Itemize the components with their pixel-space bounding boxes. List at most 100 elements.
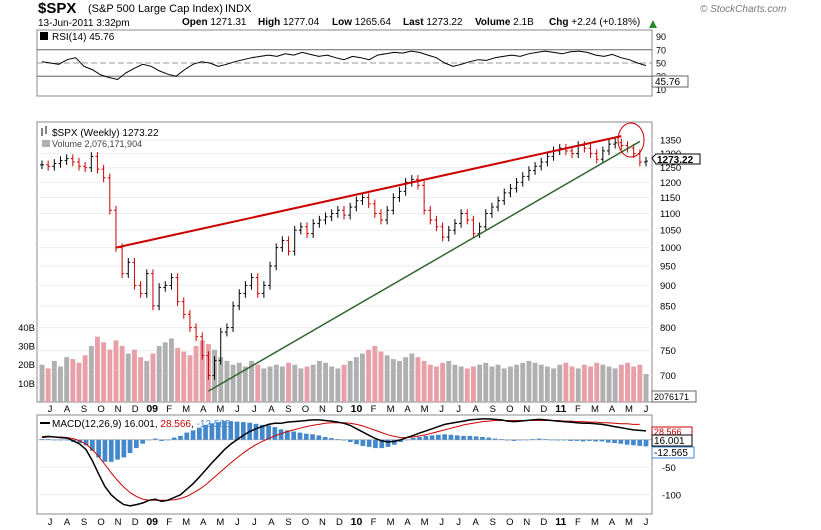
volume-bar	[440, 362, 446, 402]
macd-histogram-bar	[536, 438, 542, 440]
ohlc-bar	[274, 243, 279, 271]
x-axis-label: F	[371, 404, 377, 415]
x-axis-label: S	[490, 517, 496, 528]
ohlc-bar	[138, 281, 143, 298]
chart-symbol: $SPX	[38, 0, 77, 17]
volume-bar	[132, 349, 137, 402]
volume-bar	[119, 346, 125, 402]
volume-bar	[557, 364, 563, 402]
lower-trendline	[208, 140, 641, 392]
macd-histogram-bar	[102, 439, 108, 462]
ohlc-bar	[46, 160, 51, 171]
volume-bar	[446, 360, 452, 402]
ohlc-bar	[348, 202, 353, 220]
macd-histogram-bar	[259, 424, 265, 440]
macd-histogram-bar	[398, 439, 403, 442]
svg-text:28.566: 28.566	[654, 427, 682, 437]
ohlc-bar	[58, 156, 63, 168]
ohlc-bar	[311, 219, 316, 238]
x-axis-label: S	[285, 404, 291, 415]
macd-histogram-bar	[561, 439, 567, 441]
last-price-tag: 1273.22	[651, 153, 701, 166]
x-axis-label: A	[200, 517, 207, 528]
macd-histogram-bar	[190, 430, 196, 440]
volume-bar	[643, 374, 649, 402]
macd-histogram-bar	[454, 435, 460, 440]
macd-line	[41, 418, 647, 507]
ohlc-bar	[261, 281, 266, 298]
volume-bar	[366, 349, 372, 402]
volume-bar	[575, 368, 581, 402]
macd-histogram-bar	[568, 439, 573, 441]
macd-histogram-bar	[530, 439, 536, 440]
volume-bar	[162, 342, 168, 402]
ohlc-bar	[70, 154, 75, 167]
macd-histogram-bar	[448, 434, 454, 440]
macd-histogram-bar	[341, 439, 347, 441]
macd-histogram-bar	[354, 439, 359, 445]
brand-watermark[interactable]: © StockCharts.com	[700, 4, 787, 15]
volume-bar	[489, 366, 495, 402]
rsi-legend-swatch	[40, 32, 48, 40]
ohlc-bar	[206, 351, 211, 380]
macd-histogram-bar	[436, 434, 441, 440]
x-axis-label: S	[81, 517, 87, 528]
ohlc-bar	[231, 301, 236, 332]
volume-tick-label: 20B	[18, 360, 35, 371]
volume-legend: Volume 2,076,171,904	[52, 139, 142, 149]
price-tick-label: 850	[660, 301, 676, 312]
volume-bar	[95, 336, 100, 402]
macd-histogram-bar	[373, 439, 378, 449]
macd-histogram-bar	[574, 439, 580, 441]
volume-bar	[551, 368, 556, 402]
ohlc-bar	[502, 188, 507, 206]
x-axis-label: J	[252, 517, 257, 528]
price-tick-label: 800	[660, 323, 676, 334]
x-axis-label: S	[490, 404, 496, 415]
x-axis-label: D	[132, 404, 139, 415]
ohlc-bar	[169, 273, 174, 290]
volume-bar	[600, 364, 606, 402]
macd-histogram-bar	[631, 439, 636, 446]
x-axis-label: M	[182, 517, 190, 528]
ohlc-bar	[255, 273, 260, 298]
volume-bar	[384, 355, 390, 402]
macd-histogram-bar	[486, 437, 492, 440]
ohlc-bar	[342, 205, 346, 220]
volume-bar	[347, 360, 353, 402]
quote-open: Open 1271.31	[182, 17, 247, 28]
volume-bar	[526, 360, 532, 402]
ohlc-bar	[465, 209, 470, 225]
svg-text:16.001: 16.001	[654, 436, 685, 447]
volume-bar	[88, 346, 94, 402]
volume-bar	[181, 351, 187, 402]
volume-bar	[101, 342, 107, 402]
quote-date: 13-Jun-2011 3:32pm	[38, 18, 130, 29]
x-axis-label: A	[609, 517, 616, 528]
ohlc-bar	[452, 219, 457, 235]
x-axis-label: O	[506, 517, 513, 528]
volume-bar	[156, 346, 162, 402]
macd-histogram-bar	[473, 436, 479, 440]
volume-bar	[353, 357, 359, 402]
volume-bar	[538, 364, 544, 402]
macd-histogram-bar	[52, 439, 57, 441]
ohlc-bar	[471, 215, 476, 238]
x-axis-label: J	[439, 404, 444, 415]
volume-bar	[390, 359, 396, 402]
macd-histogram-bar	[58, 439, 64, 441]
upper-trendline	[115, 135, 622, 249]
ohlc-bar	[101, 164, 106, 183]
ohlc-bar	[428, 205, 433, 225]
volume-bar	[477, 364, 483, 402]
macd-histogram-bar	[184, 432, 190, 440]
quote-last: Last 1273.22	[403, 17, 463, 28]
macd-histogram-bar	[467, 435, 473, 440]
ohlc-bar	[508, 184, 513, 198]
macd-histogram-bar	[266, 425, 271, 440]
ohlc-bar	[335, 205, 340, 218]
x-axis-label: A	[404, 517, 411, 528]
hist-value-tag: -12.565	[651, 446, 695, 459]
macd-histogram-bar	[115, 439, 120, 460]
